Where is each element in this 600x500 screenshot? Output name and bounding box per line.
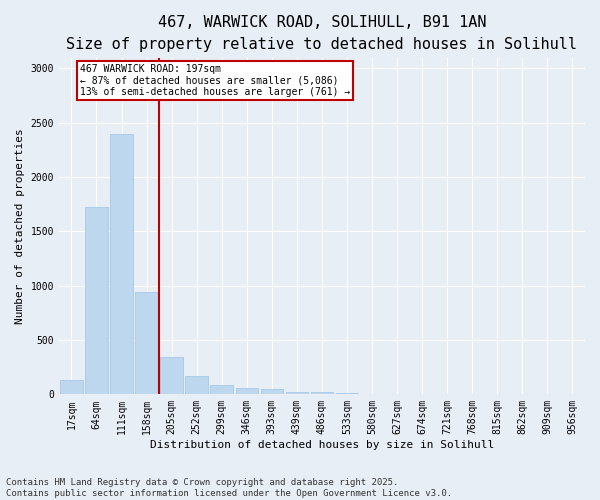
Bar xyxy=(160,358,183,395)
Text: Contains HM Land Registry data © Crown copyright and database right 2025.
Contai: Contains HM Land Registry data © Crown c… xyxy=(6,478,452,498)
Bar xyxy=(286,392,308,394)
Bar xyxy=(136,292,158,394)
Bar xyxy=(236,388,258,394)
X-axis label: Distribution of detached houses by size in Solihull: Distribution of detached houses by size … xyxy=(150,440,494,450)
Bar xyxy=(260,390,283,394)
Title: 467, WARWICK ROAD, SOLIHULL, B91 1AN
Size of property relative to detached house: 467, WARWICK ROAD, SOLIHULL, B91 1AN Siz… xyxy=(67,15,577,52)
Bar xyxy=(110,134,133,394)
Bar xyxy=(185,376,208,394)
Bar xyxy=(211,385,233,394)
Bar xyxy=(60,380,83,394)
Text: 467 WARWICK ROAD: 197sqm
← 87% of detached houses are smaller (5,086)
13% of sem: 467 WARWICK ROAD: 197sqm ← 87% of detach… xyxy=(80,64,350,98)
Y-axis label: Number of detached properties: Number of detached properties xyxy=(15,128,25,324)
Bar xyxy=(336,392,358,394)
Bar xyxy=(311,392,333,394)
Bar xyxy=(85,208,108,394)
